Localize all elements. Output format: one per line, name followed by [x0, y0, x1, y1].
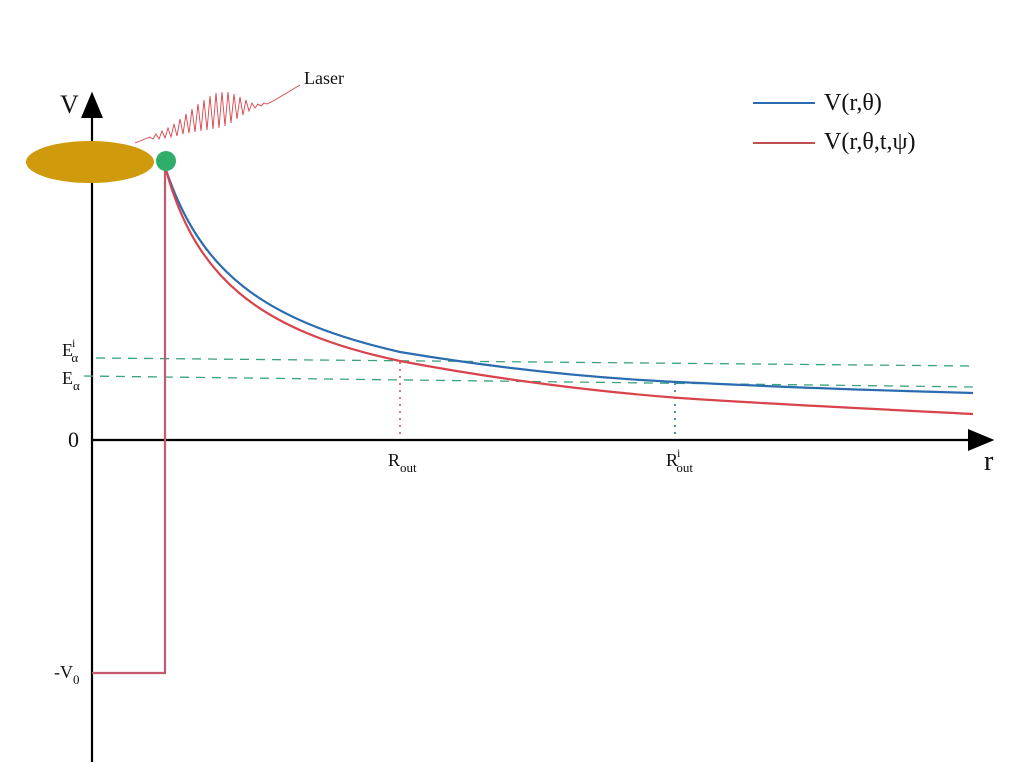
e-alpha-label: Eα — [62, 368, 80, 393]
r-out-i-label: Riout — [666, 446, 693, 475]
potential-well — [92, 170, 167, 675]
r-out-label: Rout — [388, 450, 417, 475]
curve-v-r-theta-t-psi — [164, 169, 974, 416]
e-alpha-i-sub: α — [71, 350, 79, 365]
e-alpha-i-sup: i — [72, 336, 76, 350]
laser-pulse-icon — [134, 84, 301, 144]
v0-sub: 0 — [73, 672, 80, 687]
nucleus-shape — [26, 141, 154, 183]
r-out-sub: out — [400, 460, 417, 475]
curve-v-r-theta — [164, 169, 974, 395]
r-out-main: R — [388, 450, 401, 470]
e-alpha-i-main: E — [62, 340, 73, 360]
r-out-i-sub: out — [676, 460, 693, 475]
v0-tick-label: -V0 — [54, 662, 80, 687]
e-alpha-i-level — [95, 357, 976, 367]
legend-blue-label: V(r,θ) — [824, 90, 882, 116]
alpha-particle — [156, 151, 176, 171]
y-axis-label: V — [60, 90, 79, 119]
legend-red-label: V(r,θ,t,ψ) — [824, 129, 916, 155]
e-alpha-sub: α — [73, 378, 80, 393]
e-alpha-main: E — [62, 368, 73, 388]
zero-tick-label: 0 — [68, 427, 79, 452]
r-out-i-sup: i — [677, 446, 681, 460]
e-alpha-i-label: Eiα — [62, 336, 78, 365]
x-axis-label: r — [984, 446, 994, 477]
laser-label: Laser — [304, 68, 344, 88]
v0-main: -V — [54, 662, 73, 682]
e-alpha-level — [83, 375, 976, 388]
r-out-i-main: R — [666, 450, 679, 470]
